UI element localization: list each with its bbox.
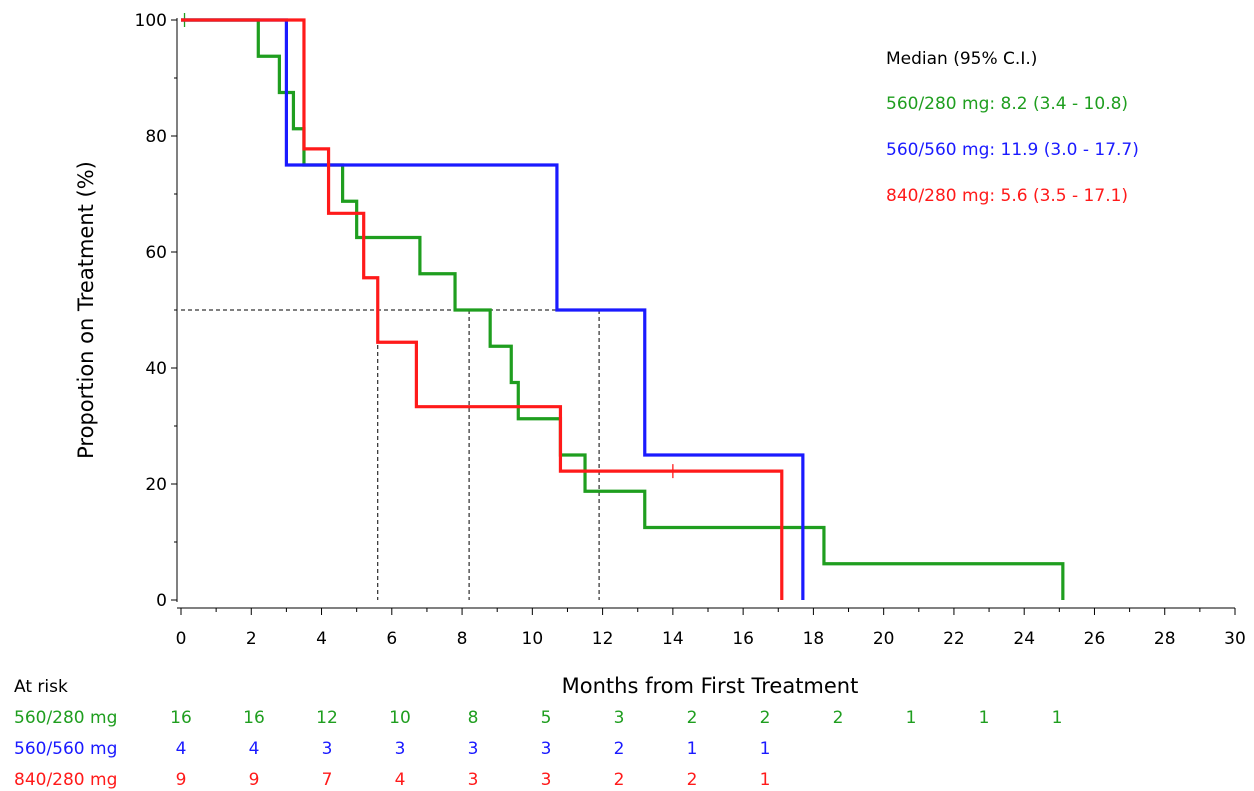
at-risk-value: 3 (322, 739, 333, 759)
at-risk-value: 2 (614, 770, 625, 790)
x-tick-label: 18 (803, 629, 825, 649)
at-risk-value: 7 (322, 770, 333, 790)
x-tick-label: 14 (662, 629, 684, 649)
x-tick-label: 0 (176, 629, 187, 649)
x-tick-label: 26 (1084, 629, 1106, 649)
at-risk-value: 3 (395, 739, 406, 759)
at-risk-table: At risk 560/280 mg 16 16 12 10 8 5 3 2 2 2 1 1 1560/5… (14, 677, 1062, 790)
at-risk-value: 9 (249, 770, 260, 790)
series-line (181, 18, 1065, 600)
at-risk-value: 1 (979, 708, 990, 728)
x-tick-label: 24 (1013, 629, 1035, 649)
x-tick-label: 20 (873, 629, 895, 649)
at-risk-value: 16 (170, 708, 192, 728)
at-risk-value: 4 (176, 739, 187, 759)
x-tick-label: 2 (246, 629, 257, 649)
y-axis-ticks: 0 20 40 60 80 100 (135, 11, 177, 611)
median-reference-lines (181, 309, 600, 600)
at-risk-value: 4 (395, 770, 406, 790)
at-risk-value: 1 (760, 739, 771, 759)
at-risk-value: 2 (687, 770, 698, 790)
at-risk-row-label: 840/280 mg (14, 770, 117, 790)
legend-entry: 560/280 mg: 8.2 (3.4 - 10.8) (886, 94, 1128, 114)
at-risk-value: 3 (541, 739, 552, 759)
at-risk-value: 12 (316, 708, 338, 728)
y-tick-label: 100 (135, 11, 167, 31)
at-risk-row-label: 560/560 mg (14, 739, 117, 759)
at-risk-value: 2 (760, 708, 771, 728)
at-risk-value: 4 (249, 739, 260, 759)
y-tick-label: 80 (145, 127, 167, 147)
at-risk-value: 2 (833, 708, 844, 728)
legend-entry: 560/560 mg: 11.9 (3.0 - 17.7) (886, 140, 1139, 160)
x-tick-label: 10 (522, 629, 544, 649)
at-risk-row-label: 560/280 mg (14, 708, 117, 728)
x-tick-label: 8 (457, 629, 468, 649)
at-risk-value: 10 (389, 708, 411, 728)
y-tick-label: 0 (156, 591, 167, 611)
y-tick-label: 60 (145, 243, 167, 263)
at-risk-value: 1 (760, 770, 771, 790)
x-axis-ticks: 0 2 4 6 8 10 12 14 16 18 20 22 24 26 28 30 (176, 608, 1246, 649)
at-risk-label: At risk (14, 677, 68, 697)
series-line (181, 18, 805, 600)
at-risk-value: 3 (468, 770, 479, 790)
at-risk-value: 2 (614, 739, 625, 759)
at-risk-value: 1 (687, 739, 698, 759)
y-tick-label: 40 (145, 359, 167, 379)
at-risk-value: 3 (541, 770, 552, 790)
at-risk-value: 8 (468, 708, 479, 728)
at-risk-value: 3 (614, 708, 625, 728)
x-tick-label: 28 (1154, 629, 1176, 649)
at-risk-value: 1 (906, 708, 917, 728)
y-axis-label: Proportion on Treatment (%) (74, 161, 98, 459)
at-risk-value: 1 (1052, 708, 1063, 728)
survival-curves (181, 13, 1065, 600)
legend: Median (95% C.I.) 560/280 mg: 8.2 (3.4 -… (886, 49, 1139, 206)
at-risk-value: 5 (541, 708, 552, 728)
legend-title: Median (95% C.I.) (886, 49, 1037, 69)
x-tick-label: 4 (316, 629, 327, 649)
series-line (181, 18, 784, 600)
at-risk-value: 2 (687, 708, 698, 728)
x-axis-label: Months from First Treatment (562, 674, 859, 698)
x-tick-label: 12 (592, 629, 614, 649)
x-tick-label: 6 (386, 629, 397, 649)
at-risk-value: 16 (243, 708, 265, 728)
legend-entry: 840/280 mg: 5.6 (3.5 - 17.1) (886, 186, 1128, 206)
x-tick-label: 30 (1224, 629, 1246, 649)
x-tick-label: 22 (943, 629, 965, 649)
y-tick-label: 20 (145, 475, 167, 495)
x-tick-label: 16 (732, 629, 754, 649)
at-risk-value: 3 (468, 739, 479, 759)
at-risk-value: 9 (176, 770, 187, 790)
